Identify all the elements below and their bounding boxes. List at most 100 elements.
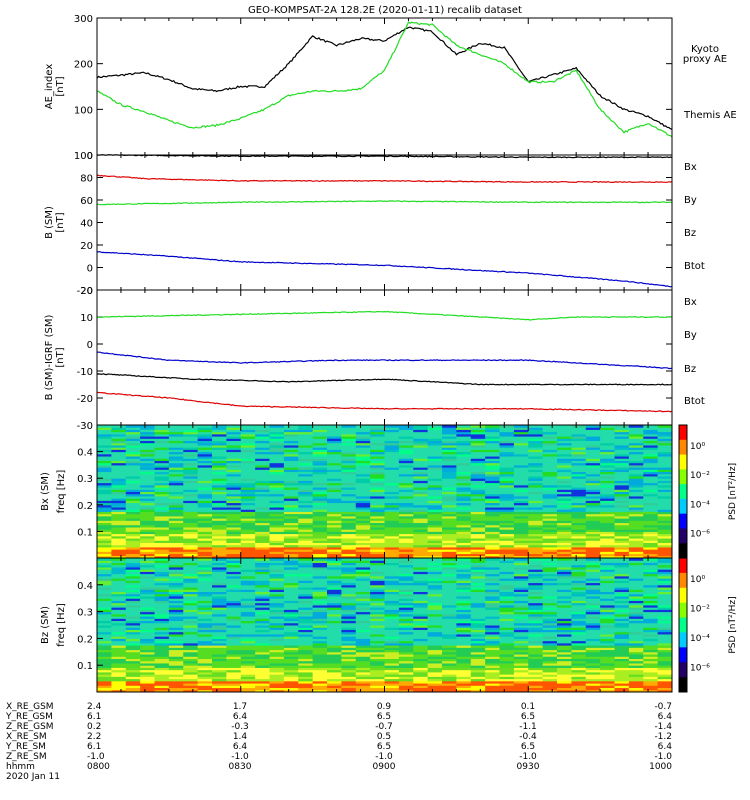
heatmap-cell [557, 482, 572, 486]
heatmap-cell [283, 531, 299, 535]
heatmap-cell [298, 471, 314, 475]
heatmap-cell [528, 529, 544, 532]
heatmap-cell [513, 447, 529, 450]
heatmap-cell [312, 460, 328, 464]
heatmap-cell [240, 620, 256, 624]
heatmap-cell [557, 551, 572, 555]
heatmap-cell [398, 569, 414, 572]
heatmap-cell [341, 544, 357, 548]
heatmap-cell [154, 651, 170, 655]
heatmap-cell [643, 442, 659, 446]
heatmap-cell [600, 551, 615, 555]
heatmap-cell [298, 683, 314, 686]
heatmap-cell [413, 462, 429, 466]
heatmap-cell [327, 611, 342, 615]
heatmap-cell [384, 613, 400, 617]
heatmap-cell [212, 513, 227, 517]
heatmap-cell [255, 498, 270, 501]
colorbar-tick-label: 10⁻⁶ [690, 530, 710, 540]
heatmap-cell [643, 662, 659, 666]
heatmap-cell [628, 531, 644, 535]
heatmap-cell [456, 433, 472, 437]
heatmap-cell [470, 598, 486, 601]
y-tick-label: 100 [74, 105, 93, 116]
heatmap-cell [499, 513, 515, 517]
heatmap-cell [528, 502, 544, 506]
heatmap-cell [269, 678, 285, 682]
heatmap-cell [614, 518, 630, 521]
heatmap-cell [442, 495, 457, 499]
heatmap-cell [183, 580, 199, 584]
heatmap-cell [456, 683, 472, 686]
heatmap-cell [370, 582, 385, 586]
heatmap-cell [585, 447, 601, 450]
heatmap-cell [470, 654, 486, 657]
heatmap-cell [312, 549, 328, 552]
heatmap-cell [97, 482, 112, 486]
heatmap-cell [183, 555, 199, 559]
heatmap-cell [212, 654, 227, 657]
heatmap-cell [269, 631, 285, 635]
heatmap-cell [240, 462, 256, 466]
heatmap-cell [140, 618, 155, 622]
heatmap-cell [97, 636, 112, 639]
heatmap-cell [312, 436, 328, 439]
heatmap-cell [140, 649, 155, 653]
heatmap-cell [312, 667, 328, 671]
heatmap-cell [269, 551, 285, 555]
heatmap-cell [197, 553, 213, 557]
heatmap-cell [499, 631, 515, 635]
heatmap-cell [240, 535, 256, 539]
heatmap-cell [528, 629, 544, 633]
heatmap-cell [97, 447, 112, 450]
heatmap-cell [212, 591, 227, 595]
heatmap-cell [168, 436, 184, 439]
heatmap-cell [140, 573, 155, 577]
heatmap-cell [513, 654, 529, 657]
heatmap-cell [97, 604, 112, 608]
heatmap-cell [370, 500, 385, 504]
heatmap-cell [240, 529, 256, 532]
heatmap-cell [97, 475, 112, 479]
heatmap-cell [168, 533, 184, 537]
heatmap-cell [212, 683, 227, 686]
heatmap-cell [197, 607, 213, 610]
y-tick-label: 0 [87, 264, 93, 275]
heatmap-cell [557, 502, 572, 506]
heatmap-cell [255, 544, 270, 548]
heatmap-cell [97, 573, 112, 577]
heatmap-cell [499, 667, 515, 671]
heatmap-cell [571, 458, 587, 461]
heatmap-cell [226, 535, 242, 539]
heatmap-cell [212, 604, 227, 608]
heatmap-cell [312, 658, 328, 662]
heatmap-cell [643, 491, 659, 495]
heatmap-cell [513, 538, 529, 541]
heatmap-cell [355, 491, 371, 495]
heatmap-cell [240, 480, 256, 484]
heatmap-cell [513, 440, 529, 444]
heatmap-cell [499, 582, 515, 586]
heatmap-cell [197, 636, 213, 639]
heatmap-cell [600, 625, 615, 628]
heatmap-cell [585, 546, 601, 550]
heatmap-cell [111, 662, 127, 666]
heatmap-cell [571, 575, 587, 579]
heatmap-cell [312, 482, 328, 486]
heatmap-cell [212, 484, 227, 488]
heatmap-cell [643, 502, 659, 506]
heatmap-cell [154, 609, 170, 613]
heatmap-cell [312, 471, 328, 475]
heatmap-cell [111, 431, 127, 435]
heatmap-cell [183, 542, 199, 546]
heatmap-cell [398, 627, 414, 630]
heatmap-cell [168, 447, 184, 450]
heatmap-cell [312, 447, 328, 450]
heatmap-cell [226, 520, 242, 524]
heatmap-cell [571, 473, 587, 477]
heatmap-cell [298, 542, 314, 546]
heatmap-cell [513, 502, 529, 506]
heatmap-cell [600, 595, 615, 599]
heatmap-cell [226, 616, 242, 619]
